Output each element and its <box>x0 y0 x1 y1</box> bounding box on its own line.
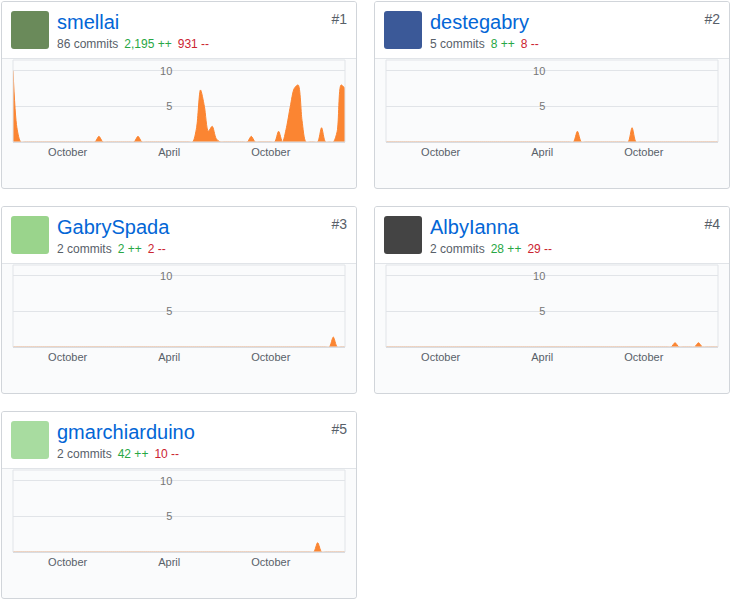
html-text:smellai: smellai <box>57 11 120 33</box>
html-text:28 ++: 28 ++ <box>490 242 522 256</box>
svg-text:October: October <box>624 146 663 158</box>
svg-text:April: April <box>531 351 553 363</box>
html-text:931 --: 931 -- <box>177 37 210 51</box>
html-text:#1: #1 <box>331 11 347 27</box>
svg-text:10: 10 <box>533 65 545 77</box>
html-text:2,195 ++: 2,195 ++ <box>124 37 172 51</box>
svg-text:5: 5 <box>539 100 545 112</box>
html-text:8 --: 8 -- <box>520 37 539 51</box>
html-text:#5: #5 <box>331 421 347 437</box>
html-text:GabrySpada: GabrySpada <box>57 216 170 238</box>
html-text:#3: #3 <box>331 216 347 232</box>
svg-text:10: 10 <box>160 475 172 487</box>
html-text:#4: #4 <box>704 216 720 232</box>
html-text:destegabry: destegabry <box>430 11 529 33</box>
svg-text:10: 10 <box>533 270 545 282</box>
html-text:42 ++: 42 ++ <box>117 447 149 461</box>
svg-text:April: April <box>158 146 180 158</box>
svg-text:10: 10 <box>160 65 172 77</box>
svg-text:April: April <box>158 351 180 363</box>
html-text:2 --: 2 -- <box>147 242 166 256</box>
svg-text:October: October <box>251 146 290 158</box>
html-text:gmarchiarduino: gmarchiarduino <box>57 421 195 443</box>
html-text:2 commits: 2 commits <box>57 242 112 256</box>
html-text:8 ++: 8 ++ <box>490 37 515 51</box>
html-text:#2: #2 <box>704 11 720 27</box>
html-text:2 commits: 2 commits <box>57 447 112 461</box>
svg-text:5: 5 <box>539 305 545 317</box>
svg-text:10: 10 <box>160 270 172 282</box>
html-text:29 --: 29 -- <box>527 242 553 256</box>
html-text:5 commits: 5 commits <box>430 37 485 51</box>
svg-text:5: 5 <box>166 100 172 112</box>
svg-text:October: October <box>624 351 663 363</box>
svg-text:April: April <box>158 556 180 568</box>
html-text:10 --: 10 -- <box>154 447 180 461</box>
html-text:86 commits: 86 commits <box>57 37 119 51</box>
svg-text:5: 5 <box>166 510 172 522</box>
html-text:2 commits: 2 commits <box>430 242 485 256</box>
svg-text:October: October <box>48 556 87 568</box>
svg-text:April: April <box>531 146 553 158</box>
svg-text:October: October <box>251 556 290 568</box>
svg-text:October: October <box>251 351 290 363</box>
html-text:2 ++: 2 ++ <box>117 242 142 256</box>
html-text:AlbyIanna: AlbyIanna <box>430 216 519 238</box>
svg-text:October: October <box>421 146 460 158</box>
svg-text:5: 5 <box>166 305 172 317</box>
svg-text:October: October <box>421 351 460 363</box>
svg-text:October: October <box>48 146 87 158</box>
svg-text:October: October <box>48 351 87 363</box>
